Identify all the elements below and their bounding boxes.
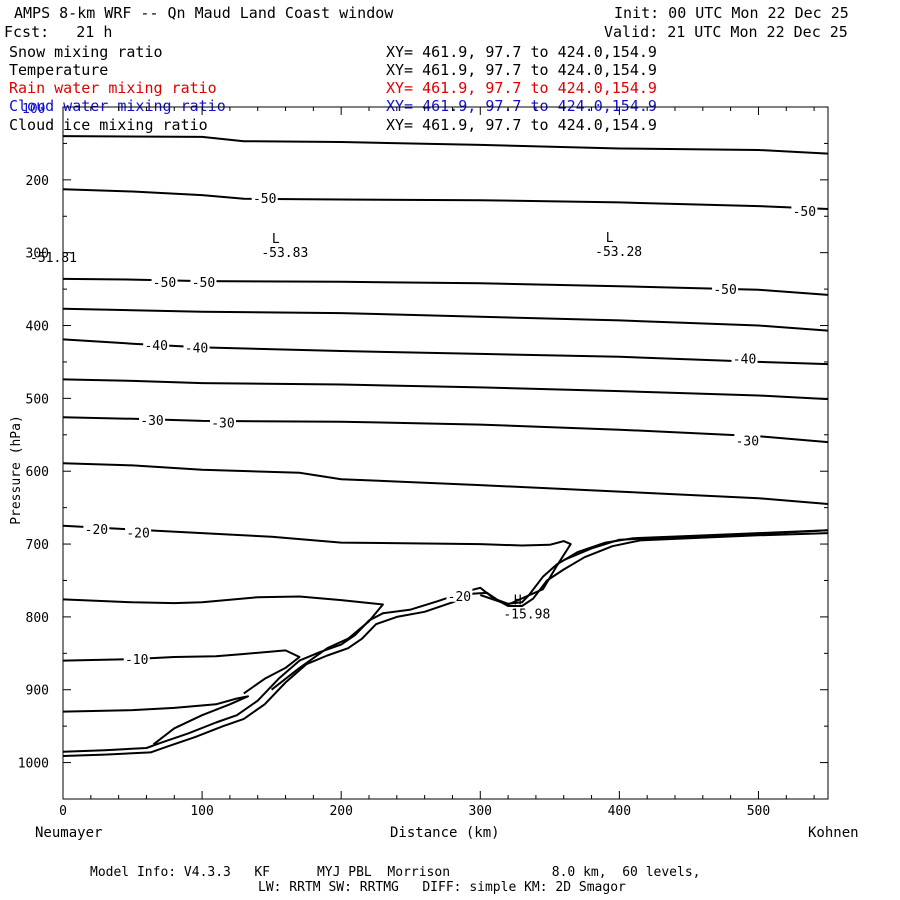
x-tick-label: 500 xyxy=(747,804,770,819)
contour-label-bg xyxy=(712,282,739,296)
contour-label-bg xyxy=(734,433,761,447)
edge-value-label: -51.81 xyxy=(30,251,77,266)
contour-label: -50 xyxy=(192,276,215,291)
contour-label: -40 xyxy=(185,341,208,356)
y-tick-label: 700 xyxy=(26,538,49,553)
contour-label: -50 xyxy=(153,276,176,291)
y-axis-label: Pressure (hPa) xyxy=(9,415,24,525)
extremum-symbol: L xyxy=(606,231,614,246)
isotherm-terrain-base xyxy=(62,532,829,757)
x-axis-label: Distance (km) xyxy=(390,825,500,841)
contour-label: -40 xyxy=(733,352,756,367)
x-tick-label: 100 xyxy=(190,804,213,819)
isotherm--15 xyxy=(62,595,384,691)
field-cloudwater-name: Cloud water mixing ratio xyxy=(9,97,226,115)
contour-label: -10 xyxy=(125,653,148,668)
extremum-symbol: H xyxy=(514,594,522,609)
contour-label: -30 xyxy=(211,416,234,431)
plot-frame xyxy=(62,106,829,800)
y-tick-label: 800 xyxy=(26,611,49,626)
contour-label: -30 xyxy=(736,435,759,450)
extremum-value: -53.28 xyxy=(595,245,642,260)
y-tick-label: 400 xyxy=(26,320,49,335)
field-cloudice-name: Cloud ice mixing ratio xyxy=(9,116,208,134)
y-tick-label: 900 xyxy=(26,684,49,699)
isotherm--40 xyxy=(62,338,829,366)
contour-label-bg xyxy=(209,415,236,429)
isotherm--50-upper xyxy=(62,188,829,210)
contour-label: -50 xyxy=(253,192,276,207)
y-tick-label: 300 xyxy=(26,247,49,262)
isotherm--35 xyxy=(62,378,829,401)
contour-label-bg xyxy=(143,338,170,352)
contour-label-bg xyxy=(190,274,217,288)
field-cloudwater-xy: XY= 461.9, 97.7 to 424.0,154.9 xyxy=(386,97,657,115)
contour-label-bg xyxy=(251,191,278,205)
isotherm--5 xyxy=(62,695,249,746)
extremum-symbol: L xyxy=(272,232,280,247)
isotherm--10 xyxy=(62,649,301,695)
extremum-value: -15.98 xyxy=(503,608,550,623)
model-info: Model Info: V4.3.3 KF MYJ PBL Morrison 8… xyxy=(90,865,701,880)
y-tick-label: 500 xyxy=(26,392,49,407)
contour-label: -50 xyxy=(793,205,816,220)
x-tick-label: 400 xyxy=(608,804,631,819)
init-time: Init: 00 UTC Mon 22 Dec 25 xyxy=(614,4,849,22)
x-tick-label: 300 xyxy=(469,804,492,819)
field-temperature-name: Temperature xyxy=(9,61,109,79)
isotherm--45 xyxy=(62,307,829,332)
isotherm-lines xyxy=(62,135,829,757)
x-tick-label: 200 xyxy=(329,804,352,819)
x-start-label: Neumayer xyxy=(35,825,103,841)
extremum-value: -53.83 xyxy=(261,246,308,261)
contour-label-bg xyxy=(139,413,166,427)
contour-labels: -50 -50 -50 -50 -50 -40 -40 -40 -30 -30 -30 -20 -20 -… xyxy=(83,191,818,668)
isotherm-top xyxy=(62,135,829,155)
contour-label-bg xyxy=(125,525,152,539)
field-snow-xy: XY= 461.9, 97.7 to 424.0,154.9 xyxy=(386,43,657,61)
isotherm--20 xyxy=(62,524,572,606)
physics-info: LW: RRTM SW: RRTMG DIFF: simple KM: 2D S… xyxy=(258,880,626,895)
chart-title: AMPS 8-km WRF -- Qn Maud Land Coast wind… xyxy=(14,4,394,22)
field-snow-name: Snow mixing ratio xyxy=(9,43,163,61)
field-cloudice-xy: XY= 461.9, 97.7 to 424.0,154.9 xyxy=(386,116,657,134)
contour-label-bg xyxy=(83,521,110,535)
y-tick-label: 1000 xyxy=(18,757,49,772)
isotherm--30 xyxy=(62,416,829,444)
y-tick-label: 600 xyxy=(26,465,49,480)
axis-ticks: 0 100 200 300 400 500 200 300 400 500 600 700 800 900… xyxy=(18,107,828,819)
contour-label: -40 xyxy=(144,339,167,354)
contour-label-bg xyxy=(183,340,210,354)
contour-label: -50 xyxy=(713,283,736,298)
field-rain-xy: XY= 461.9, 97.7 to 424.0,154.9 xyxy=(386,79,657,97)
contour-label: -20 xyxy=(448,590,471,605)
forecast-hour: Fcst: 21 h xyxy=(4,23,113,41)
isotherm--25 xyxy=(62,462,829,505)
x-end-label: Kohnen xyxy=(808,825,859,841)
contour-label: -20 xyxy=(126,526,149,541)
y-tick-label: 200 xyxy=(26,174,49,189)
valid-time: Valid: 21 UTC Mon 22 Dec 25 xyxy=(604,23,848,41)
contour-label-bg xyxy=(731,351,758,365)
contour-label: -20 xyxy=(85,523,108,538)
contour-label-bg xyxy=(151,274,178,288)
contour-label: -30 xyxy=(140,414,163,429)
field-rain-name: Rain water mixing ratio xyxy=(9,79,217,97)
contour-label-bg xyxy=(791,204,818,218)
isotherm-terrain-surface xyxy=(62,529,829,753)
field-temperature-xy: XY= 461.9, 97.7 to 424.0,154.9 xyxy=(386,61,657,79)
x-tick-label: 0 xyxy=(59,804,67,819)
contour-label-bg xyxy=(446,588,473,602)
contour-label-bg xyxy=(123,652,150,666)
corner-pressure-label: 100 xyxy=(22,102,45,117)
